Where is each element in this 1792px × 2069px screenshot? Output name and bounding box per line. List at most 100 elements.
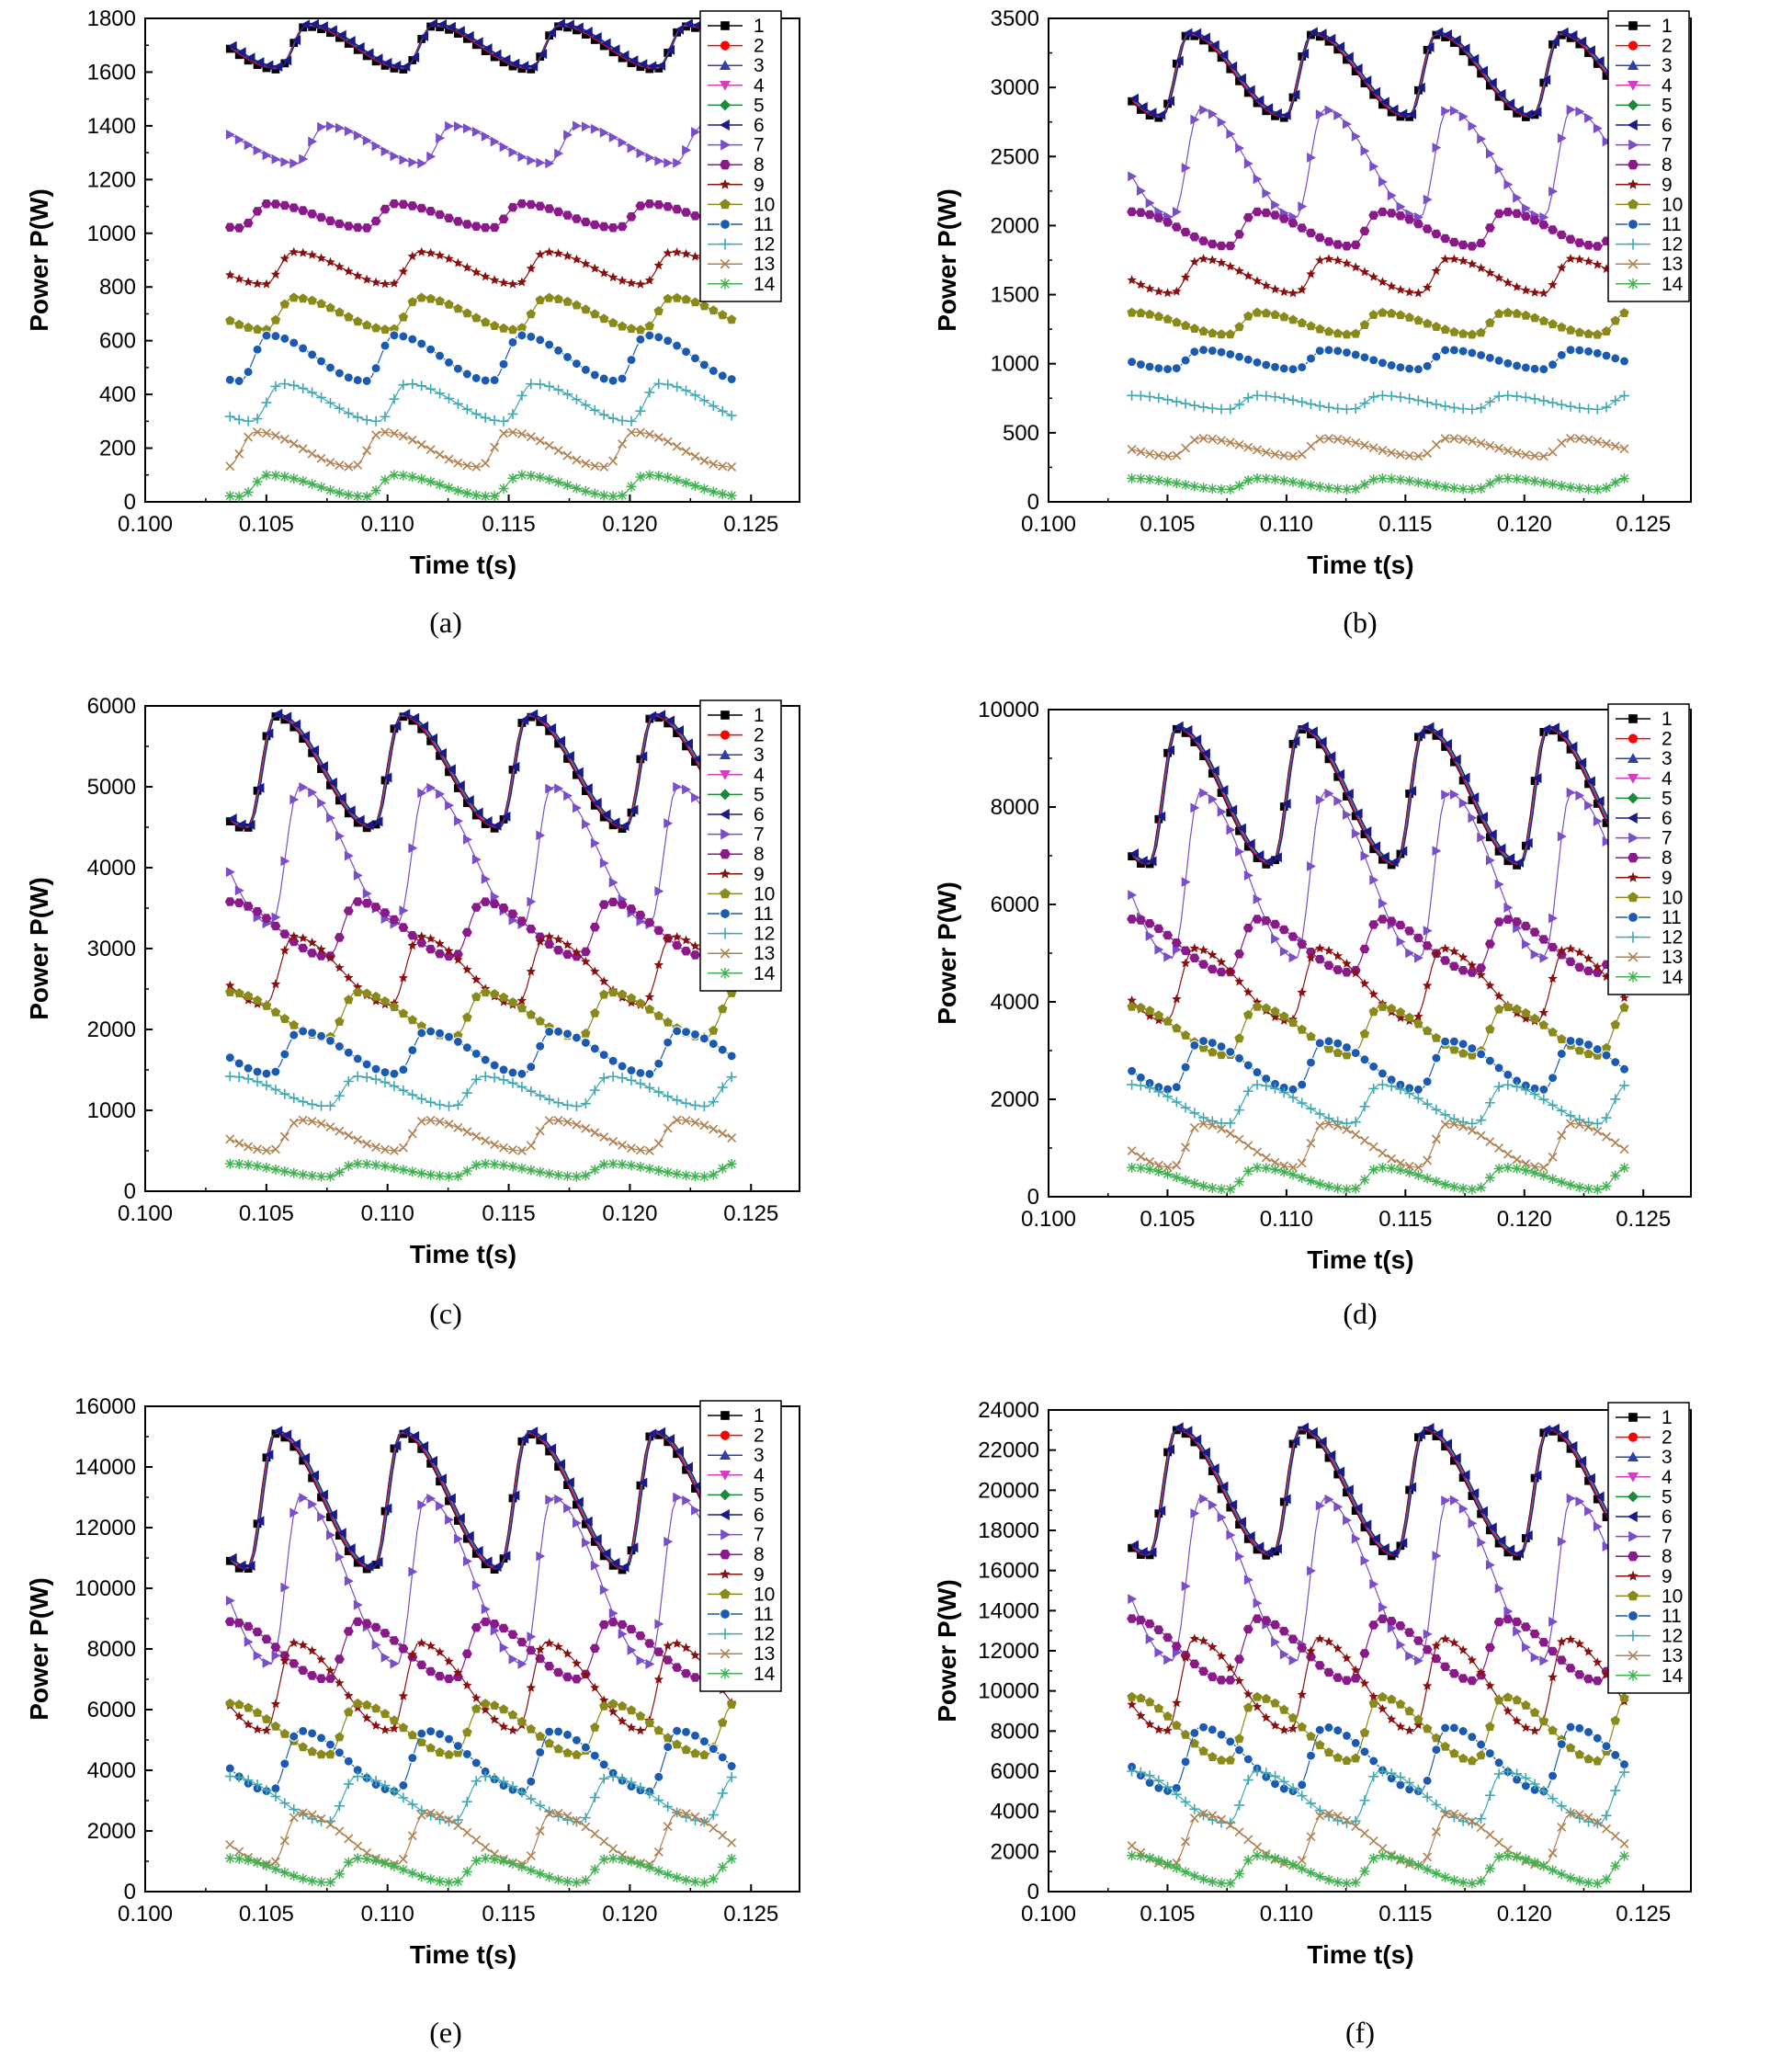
data-point	[1479, 1506, 1489, 1517]
data-point	[1485, 148, 1495, 159]
data-point	[1333, 434, 1343, 444]
data-point	[398, 470, 409, 481]
data-point	[1493, 1063, 1504, 1074]
data-point	[389, 1636, 400, 1645]
legend-entry-12: 12	[708, 234, 775, 256]
y-tick-label: 0	[124, 1179, 136, 1204]
y-tick-label: 6000	[87, 1698, 136, 1722]
data-point	[1351, 812, 1360, 821]
data-point	[553, 477, 564, 488]
data-point	[644, 1082, 655, 1093]
y-tick-label: 16000	[978, 1559, 1039, 1584]
data-point	[1441, 790, 1451, 801]
data-point	[1548, 1427, 1557, 1436]
data-point	[501, 811, 511, 822]
data-point	[1333, 772, 1343, 781]
data-point	[243, 487, 254, 498]
data-point	[344, 266, 354, 276]
data-point	[1457, 1048, 1469, 1058]
legend-label: 5	[754, 1484, 765, 1506]
data-point	[1574, 403, 1585, 414]
data-point	[1314, 1871, 1325, 1882]
data-point	[1477, 1537, 1487, 1548]
data-point	[1529, 1857, 1540, 1868]
data-point	[252, 324, 263, 334]
data-point	[298, 943, 309, 953]
data-point	[1503, 390, 1514, 401]
data-point	[699, 1749, 709, 1759]
data-point	[1377, 1850, 1388, 1861]
data-point	[1503, 446, 1513, 456]
data-point	[1548, 1646, 1559, 1656]
data-point	[1610, 1138, 1620, 1148]
legend-label: 9	[754, 1564, 765, 1586]
data-point	[471, 222, 482, 231]
data-point	[335, 122, 345, 133]
data-point	[562, 949, 573, 960]
data-point	[1529, 287, 1540, 297]
data-point	[544, 1116, 554, 1126]
legend-marker	[720, 908, 731, 919]
data-point	[435, 350, 446, 361]
data-point	[279, 200, 290, 210]
data-point	[516, 1861, 527, 1872]
data-point	[410, 712, 420, 723]
data-point	[1135, 1163, 1146, 1174]
data-point	[316, 356, 326, 367]
data-point	[444, 1814, 454, 1825]
data-point	[236, 819, 246, 830]
data-point	[535, 937, 545, 946]
series-6	[1129, 1422, 1631, 1559]
data-point	[1317, 736, 1327, 747]
legend-entry-12: 12	[708, 924, 775, 945]
data-point	[1261, 1851, 1272, 1862]
data-point	[536, 157, 546, 168]
data-point	[644, 917, 655, 927]
data-point	[1592, 1733, 1603, 1744]
data-point	[1503, 358, 1514, 369]
data-point	[1493, 1695, 1504, 1705]
data-point	[1306, 1057, 1316, 1068]
data-point	[583, 1516, 593, 1527]
data-point	[599, 462, 609, 472]
data-point	[1593, 1657, 1603, 1667]
legend-entry-1: 1	[1616, 1407, 1673, 1428]
data-point	[370, 1703, 381, 1713]
data-point	[1351, 131, 1361, 142]
data-point	[1557, 1636, 1567, 1646]
data-point	[1234, 399, 1245, 410]
data-point	[270, 269, 281, 279]
data-point	[282, 55, 292, 66]
data-point	[1457, 256, 1469, 266]
data-point	[471, 372, 482, 383]
series-12	[224, 1071, 737, 1112]
data-point	[1414, 952, 1423, 963]
data-point	[481, 1560, 490, 1569]
legend-entry-8: 8	[1616, 1546, 1673, 1567]
data-point	[526, 471, 537, 482]
data-point	[471, 854, 482, 865]
data-point	[727, 1837, 737, 1847]
data-point	[656, 710, 666, 721]
data-point	[1431, 1745, 1442, 1756]
data-point	[1180, 958, 1191, 968]
data-point	[435, 1028, 446, 1039]
data-point	[462, 964, 472, 974]
data-point	[1234, 1134, 1244, 1144]
data-point	[1387, 190, 1397, 201]
data-point	[1566, 33, 1575, 42]
data-point	[370, 903, 381, 912]
x-tick-label: 0.110	[361, 1201, 414, 1226]
data-point	[335, 261, 345, 271]
data-point	[717, 1082, 728, 1093]
data-point	[690, 297, 700, 307]
series-6	[227, 18, 739, 73]
data-point	[1189, 232, 1200, 242]
legend-marker	[1628, 1630, 1639, 1642]
legend-label: 6	[754, 1505, 765, 1526]
data-point	[224, 1071, 235, 1082]
legend-entry-7: 7	[708, 1525, 765, 1546]
data-point	[1602, 438, 1611, 449]
